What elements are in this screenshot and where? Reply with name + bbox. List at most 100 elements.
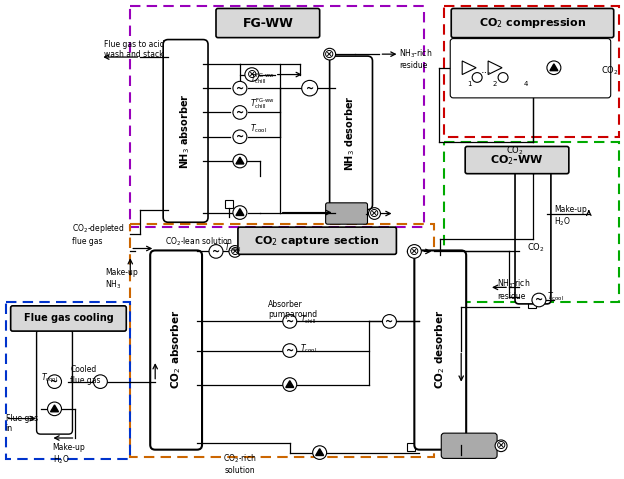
Circle shape — [302, 80, 318, 96]
Text: $T_{\mathrm{chill}}$: $T_{\mathrm{chill}}$ — [300, 314, 316, 326]
Bar — [444, 142, 618, 302]
Circle shape — [47, 375, 62, 388]
Text: 4: 4 — [524, 81, 528, 87]
Text: ⊗: ⊗ — [230, 245, 240, 258]
Text: Make-up
H$_2$O: Make-up H$_2$O — [554, 205, 587, 228]
Text: $T_{\mathrm{cool}}$: $T_{\mathrm{cool}}$ — [224, 242, 241, 254]
FancyBboxPatch shape — [238, 227, 396, 254]
Text: ~: ~ — [386, 317, 394, 326]
Bar — [130, 6, 424, 227]
FancyBboxPatch shape — [216, 9, 319, 38]
Circle shape — [233, 154, 247, 168]
Text: ...: ... — [480, 65, 492, 75]
FancyBboxPatch shape — [11, 306, 126, 331]
FancyBboxPatch shape — [329, 56, 373, 210]
Bar — [407, 443, 416, 451]
Bar — [225, 200, 233, 208]
FancyBboxPatch shape — [441, 433, 497, 458]
FancyBboxPatch shape — [150, 251, 202, 450]
Circle shape — [407, 245, 421, 258]
Text: Flue gas cooling: Flue gas cooling — [24, 313, 114, 323]
Text: Make-up
H$_2$O: Make-up H$_2$O — [52, 443, 85, 466]
Polygon shape — [550, 64, 558, 71]
Text: CO$_2$: CO$_2$ — [601, 65, 618, 77]
Circle shape — [233, 81, 247, 95]
Text: CO$_2$ absorber: CO$_2$ absorber — [169, 310, 183, 389]
Circle shape — [313, 446, 326, 459]
Text: 2: 2 — [493, 81, 497, 87]
Circle shape — [283, 378, 297, 391]
Text: ⊗: ⊗ — [409, 245, 419, 258]
Text: ~: ~ — [286, 345, 294, 355]
Text: CO$_2$ compression: CO$_2$ compression — [479, 16, 586, 30]
Text: $T^{\mathrm{FG\text{-}ww}}_{\mathrm{chill}}$: $T^{\mathrm{FG\text{-}ww}}_{\mathrm{chil… — [250, 96, 275, 111]
Text: Absorber
pumparound: Absorber pumparound — [268, 300, 317, 319]
Text: ~: ~ — [236, 83, 244, 93]
Text: FG-WW: FG-WW — [242, 17, 293, 30]
Text: ⊗: ⊗ — [369, 207, 380, 220]
Text: ~: ~ — [236, 132, 244, 142]
Text: CO$_2$-WW: CO$_2$-WW — [490, 153, 544, 167]
Text: ⊗: ⊗ — [496, 439, 506, 452]
Bar — [528, 300, 536, 308]
Text: 1: 1 — [467, 81, 471, 87]
Text: $T^{\mathrm{FG\text{-}ww}}_{\mathrm{chill}}$: $T^{\mathrm{FG\text{-}ww}}_{\mathrm{chil… — [250, 71, 275, 86]
Circle shape — [233, 106, 247, 119]
Text: ~: ~ — [51, 376, 59, 387]
Circle shape — [547, 61, 561, 75]
Text: ~: ~ — [306, 83, 314, 93]
Text: $T_{\mathrm{cool}}$: $T_{\mathrm{cool}}$ — [250, 122, 267, 135]
Polygon shape — [286, 381, 294, 388]
FancyBboxPatch shape — [163, 40, 208, 222]
FancyBboxPatch shape — [515, 170, 551, 304]
Bar — [6, 302, 130, 459]
Circle shape — [324, 48, 336, 60]
Text: CO$_2$: CO$_2$ — [527, 242, 545, 254]
Text: CO$_2$-lean solution: CO$_2$-lean solution — [165, 236, 233, 248]
Text: CO$_2$-depleted
flue gas: CO$_2$-depleted flue gas — [72, 222, 125, 246]
Text: CO$_2$: CO$_2$ — [506, 145, 524, 157]
Circle shape — [532, 293, 546, 307]
Circle shape — [233, 206, 247, 219]
Text: ~: ~ — [212, 246, 220, 256]
Polygon shape — [236, 209, 244, 216]
Text: $T_{\mathrm{cool}}$: $T_{\mathrm{cool}}$ — [547, 290, 564, 303]
Text: NH$_3$ absorber: NH$_3$ absorber — [178, 93, 192, 169]
Circle shape — [245, 68, 259, 81]
FancyBboxPatch shape — [414, 251, 466, 450]
Circle shape — [94, 375, 107, 388]
Text: ⊗: ⊗ — [246, 68, 257, 81]
Text: ⊗: ⊗ — [324, 47, 335, 61]
Polygon shape — [236, 157, 244, 164]
Text: Cooled
flue gas: Cooled flue gas — [71, 365, 101, 385]
Text: CO$_2$ desorber: CO$_2$ desorber — [433, 310, 447, 389]
Circle shape — [209, 245, 223, 258]
Text: CO$_2$-rich
solution: CO$_2$-rich solution — [223, 453, 256, 476]
Circle shape — [495, 440, 507, 452]
Text: NH$_3$-rich
residue: NH$_3$-rich residue — [497, 278, 530, 300]
Text: $T_{\mathrm{cool}}$: $T_{\mathrm{cool}}$ — [300, 343, 317, 355]
FancyBboxPatch shape — [451, 9, 613, 38]
Text: Make-up
NH$_3$: Make-up NH$_3$ — [105, 268, 138, 291]
Polygon shape — [462, 61, 476, 75]
Circle shape — [283, 315, 297, 328]
FancyBboxPatch shape — [451, 39, 611, 98]
FancyBboxPatch shape — [326, 203, 368, 224]
Bar — [444, 6, 618, 137]
Polygon shape — [488, 61, 502, 75]
Text: ~: ~ — [236, 107, 244, 117]
FancyBboxPatch shape — [465, 147, 569, 174]
Circle shape — [229, 246, 241, 257]
Text: NH$_3$ desorber: NH$_3$ desorber — [344, 95, 358, 171]
Circle shape — [498, 73, 508, 82]
Circle shape — [283, 344, 297, 357]
Polygon shape — [51, 405, 59, 412]
Circle shape — [233, 130, 247, 144]
Text: CO$_2$ capture section: CO$_2$ capture section — [255, 234, 380, 248]
Text: NH$_3$-rich
residue: NH$_3$-rich residue — [399, 47, 433, 70]
Circle shape — [472, 73, 482, 82]
Circle shape — [369, 208, 381, 219]
Text: ~: ~ — [535, 295, 543, 305]
FancyBboxPatch shape — [37, 329, 72, 434]
Text: $T_{\mathrm{cool}}$: $T_{\mathrm{cool}}$ — [41, 372, 57, 385]
